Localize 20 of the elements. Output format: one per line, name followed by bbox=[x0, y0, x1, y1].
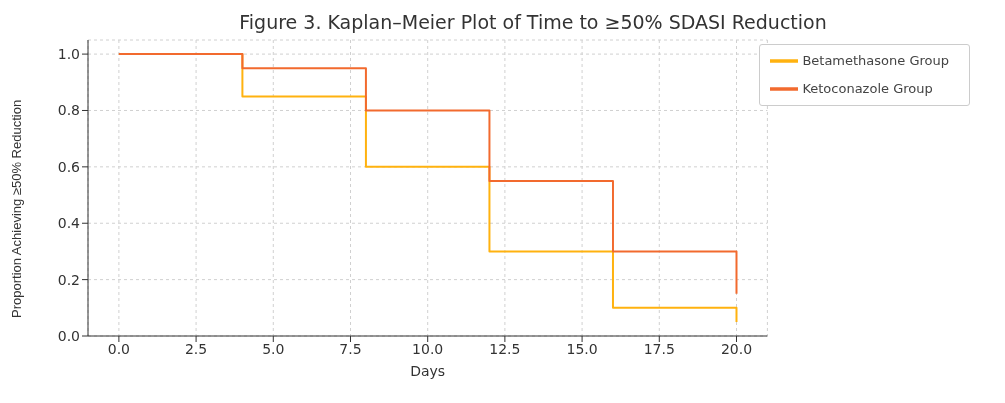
x-tick-label: 20.0 bbox=[720, 340, 753, 357]
y-tick-label: 0.2 bbox=[57, 271, 80, 288]
legend-label: Betamethasone Group bbox=[802, 52, 949, 68]
x-tick-label: 2.5 bbox=[184, 340, 208, 357]
y-tick-label: 0.6 bbox=[57, 158, 81, 175]
x-tick-label: 12.5 bbox=[489, 340, 521, 357]
x-tick-label: 15.0 bbox=[566, 340, 598, 357]
x-tick-label: 7.5 bbox=[339, 340, 362, 357]
x-tick-label: 0.0 bbox=[107, 340, 131, 357]
y-axis-title: Proportion Achieving ≥50% Reduction bbox=[8, 99, 24, 318]
x-tick-label: 10.0 bbox=[412, 340, 444, 357]
y-tick-label: 0.0 bbox=[57, 327, 80, 344]
chart-title: Figure 3. Kaplan–Meier Plot of Time to ≥50% SDASI Reduction bbox=[238, 10, 828, 35]
y-tick-label: 0.8 bbox=[57, 102, 80, 119]
x-axis-title: Days bbox=[410, 363, 446, 379]
y-tick-label: 1.0 bbox=[57, 46, 80, 63]
x-tick-label: 17.5 bbox=[643, 340, 675, 357]
y-tick-label: 0.4 bbox=[57, 215, 81, 232]
x-tick-label: 5.0 bbox=[262, 340, 285, 357]
legend-label: Ketoconazole Group bbox=[802, 80, 933, 96]
